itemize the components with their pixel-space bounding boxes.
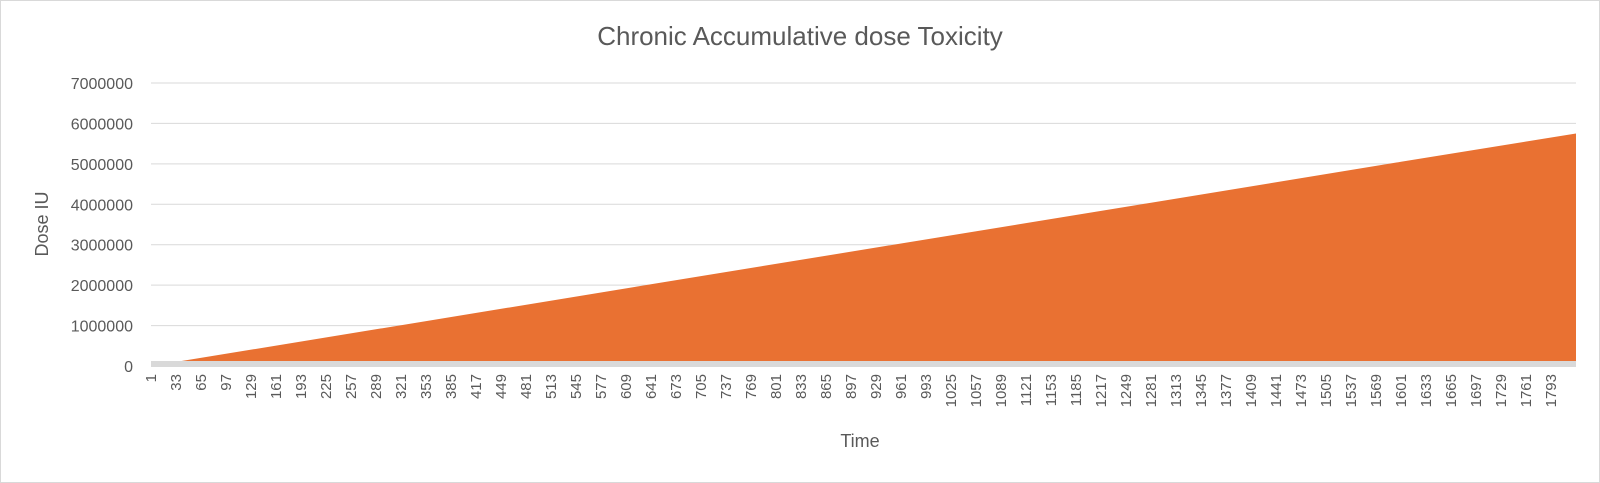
x-tick-label: 737 bbox=[718, 374, 735, 399]
y-tick-label: 0 bbox=[124, 359, 133, 376]
x-tick-label: 1153 bbox=[1043, 374, 1060, 406]
x-tick-label: 1089 bbox=[993, 374, 1010, 407]
x-tick-label: 385 bbox=[443, 374, 460, 399]
y-tick-label: 3000000 bbox=[71, 238, 133, 255]
y-tick-label: 7000000 bbox=[71, 76, 133, 93]
x-tick-label: 961 bbox=[893, 374, 910, 399]
y-tick-label: 6000000 bbox=[71, 116, 133, 133]
area-series bbox=[151, 133, 1576, 367]
x-tick-label: 1505 bbox=[1318, 374, 1335, 407]
x-tick-label: 1313 bbox=[1168, 374, 1185, 407]
x-tick-label: 577 bbox=[593, 374, 610, 399]
x-tick-label: 1761 bbox=[1518, 374, 1535, 407]
x-tick-label: 1601 bbox=[1393, 374, 1410, 407]
x-tick-label: 865 bbox=[818, 374, 835, 399]
x-tick-label: 673 bbox=[668, 374, 685, 399]
x-tick-label: 1633 bbox=[1418, 374, 1435, 407]
x-tick-label: 1569 bbox=[1368, 374, 1385, 407]
dose-area bbox=[151, 133, 1576, 366]
baseline-band bbox=[151, 361, 1576, 367]
x-tick-label: 97 bbox=[218, 374, 235, 391]
y-axis-title: Dose IU bbox=[32, 191, 52, 256]
x-tick-label: 1409 bbox=[1243, 374, 1260, 407]
x-tick-label: 1441 bbox=[1268, 374, 1285, 407]
x-tick-label: 929 bbox=[868, 374, 885, 399]
x-tick-label: 1025 bbox=[943, 374, 960, 407]
x-tick-label: 513 bbox=[543, 374, 560, 399]
x-tick-label: 801 bbox=[768, 374, 785, 399]
x-tick-label: 1537 bbox=[1343, 374, 1360, 407]
x-tick-label: 1057 bbox=[968, 374, 985, 407]
y-tick-label: 4000000 bbox=[71, 197, 133, 214]
x-tick-label: 129 bbox=[243, 374, 260, 399]
x-tick-label: 641 bbox=[643, 374, 660, 399]
x-tick-label: 1185 bbox=[1068, 374, 1085, 406]
x-tick-label: 1249 bbox=[1118, 374, 1135, 407]
x-tick-label: 1345 bbox=[1193, 374, 1210, 407]
y-tick-label: 1000000 bbox=[71, 319, 133, 336]
x-tick-label: 769 bbox=[743, 374, 760, 399]
x-tick-label: 897 bbox=[843, 374, 860, 399]
x-tick-label: 1 bbox=[143, 374, 160, 382]
x-tick-label: 33 bbox=[168, 374, 185, 391]
x-tick-label: 1473 bbox=[1293, 374, 1310, 407]
x-tick-label: 225 bbox=[318, 374, 335, 399]
y-tick-label: 5000000 bbox=[71, 157, 133, 174]
x-tick-label: 193 bbox=[293, 374, 310, 399]
x-tick-label: 1281 bbox=[1143, 374, 1160, 407]
x-tick-label: 705 bbox=[693, 374, 710, 399]
x-tick-label: 1697 bbox=[1468, 374, 1485, 407]
x-tick-label: 833 bbox=[793, 374, 810, 399]
x-tick-label: 481 bbox=[518, 374, 535, 399]
y-tick-label: 2000000 bbox=[71, 278, 133, 295]
x-tick-label: 417 bbox=[468, 374, 485, 399]
x-tick-label: 545 bbox=[568, 374, 585, 399]
x-tick-label: 993 bbox=[918, 374, 935, 399]
chart-title: Chronic Accumulative dose Toxicity bbox=[597, 21, 1003, 51]
x-axis-ticks: 1 33 65 97 129 161 193 225 257 289 321 353 385 417 449… bbox=[143, 374, 1560, 407]
x-tick-label: 289 bbox=[368, 374, 385, 399]
x-tick-label: 609 bbox=[618, 374, 635, 399]
x-tick-label: 449 bbox=[493, 374, 510, 399]
x-tick-label: 1377 bbox=[1218, 374, 1235, 407]
x-tick-label: 1217 bbox=[1093, 374, 1110, 407]
x-tick-label: 353 bbox=[418, 374, 435, 399]
x-tick-label: 1665 bbox=[1443, 374, 1460, 407]
x-axis-title: Time bbox=[840, 431, 879, 451]
x-tick-label: 1729 bbox=[1493, 374, 1510, 407]
y-axis-ticks: 0 1000000 2000000 3000000 4000000 5000000 6000… bbox=[71, 76, 133, 376]
x-tick-label: 161 bbox=[268, 374, 285, 399]
x-tick-label: 257 bbox=[343, 374, 360, 399]
x-tick-label: 321 bbox=[393, 374, 410, 399]
x-tick-label: 1121 bbox=[1018, 374, 1035, 406]
x-tick-label: 1793 bbox=[1543, 374, 1560, 407]
x-tick-label: 65 bbox=[193, 374, 210, 391]
